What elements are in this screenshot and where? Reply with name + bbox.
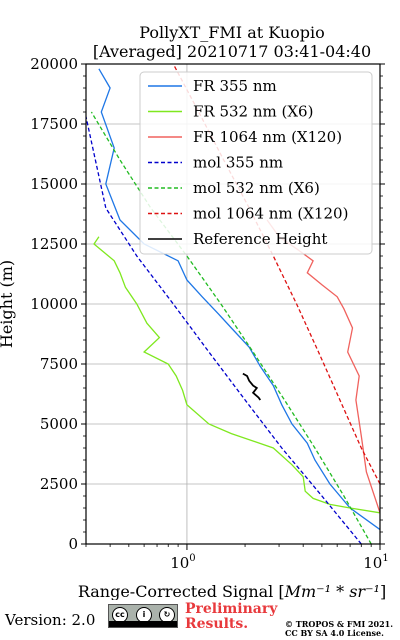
- tick-labels: 0250050007500100001250015000175002000010…: [30, 55, 388, 572]
- version-label: Version: 2.0: [5, 611, 96, 629]
- x-tick-exponent: 0: [189, 553, 195, 564]
- y-tick-label: 12500: [30, 235, 78, 253]
- x-axis-label-suffix: ]: [380, 582, 386, 600]
- legend: FR 355 nm FR 532 nm (X6) FR 1064 nm (X120)…: [139, 71, 373, 255]
- preliminary-results-note: Preliminary Results.: [185, 602, 277, 632]
- legend-label-2: FR 1064 nm (X120): [193, 128, 342, 146]
- cc-license-badge: cc i ↻: [108, 604, 178, 628]
- x-axis-label: Range-Corrected Signal [Mm⁻¹ * sr⁻¹]: [78, 582, 386, 600]
- y-tick-label: 20000: [30, 55, 78, 73]
- legend-label-3: mol 355 nm: [193, 154, 283, 172]
- series-line-1: [93, 236, 380, 514]
- legend-label-4: mol 532 nm (X6): [193, 179, 320, 197]
- chart-title-line1: PollyXT_FMI at Kuopio: [139, 23, 325, 42]
- copyright-line1: © TROPOS & FMI 2021.: [285, 619, 394, 629]
- preliminary-line1: Preliminary: [185, 601, 278, 617]
- y-tick-label: 10000: [30, 295, 78, 313]
- copyright-note: © TROPOS & FMI 2021. CC BY SA 4.0 Licens…: [285, 620, 393, 638]
- y-tick-label: 5000: [40, 415, 78, 433]
- ticks: [81, 63, 385, 550]
- legend-label-6: Reference Height: [193, 230, 327, 248]
- y-tick-label: 15000: [30, 175, 78, 193]
- series-line-3: [86, 116, 362, 544]
- legend-label-1: FR 532 nm (X6): [193, 103, 313, 121]
- y-tick-label: 7500: [40, 355, 78, 373]
- legend-label-5: mol 1064 nm (X120): [193, 205, 348, 223]
- series-line-6: [242, 372, 262, 401]
- x-axis-label-math: Mm⁻¹ * sr⁻¹: [284, 582, 380, 600]
- sa-icon: ↻: [159, 607, 175, 623]
- x-axis-label-prefix: Range-Corrected Signal [: [78, 582, 285, 600]
- x-tick-label: 100: [170, 553, 195, 572]
- x-tick-exponent: 1: [382, 553, 388, 564]
- cc-badge-strip: [109, 621, 177, 627]
- chart-title-line2: [Averaged] 20210717 03:41-04:40: [93, 42, 371, 61]
- x-tick-base: 10: [363, 554, 382, 572]
- legend-label-0: FR 355 nm: [193, 77, 277, 95]
- x-tick-label: 101: [363, 553, 388, 572]
- y-tick-label: 2500: [40, 475, 78, 493]
- y-tick-label: 17500: [30, 115, 78, 133]
- preliminary-line2: Results.: [185, 616, 249, 632]
- x-tick-base: 10: [170, 554, 189, 572]
- legend-box: [139, 71, 373, 255]
- series-line-2: [266, 219, 380, 514]
- copyright-line2: CC BY SA 4.0 License.: [285, 628, 384, 638]
- y-axis-label: Height (m): [0, 260, 16, 348]
- series-line-0: [98, 68, 380, 531]
- y-tick-label: 0: [68, 535, 78, 553]
- chart: PollyXT_FMI at Kuopio [Averaged] 2021071…: [0, 23, 389, 600]
- series-line-4: [90, 111, 372, 544]
